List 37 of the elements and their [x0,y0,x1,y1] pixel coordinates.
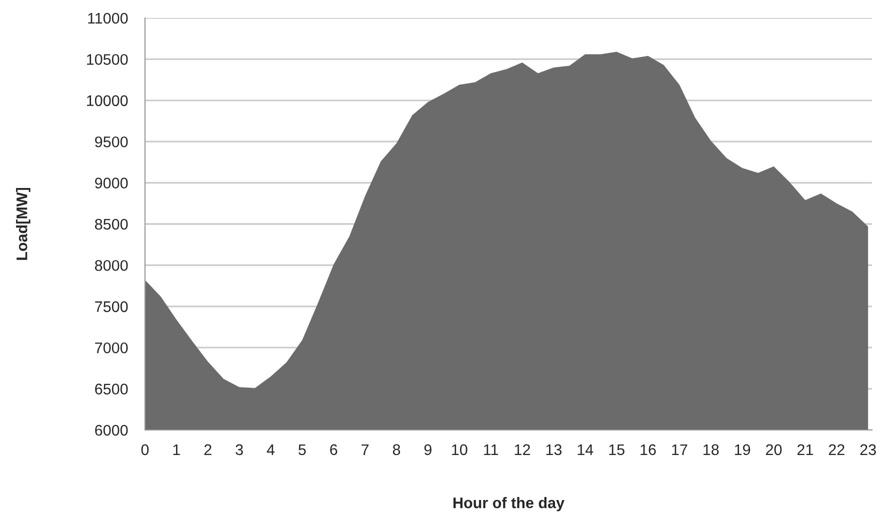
x-tick-label: 15 [609,444,624,456]
x-tick-label: 12 [514,444,530,455]
x-tick-label: 4 [266,444,275,455]
y-axis-title: Load[MW] [16,188,30,260]
x-tick-label: 0 [141,444,149,456]
x-tick-label: 11 [484,444,498,455]
y-tick-label: 7000 [95,342,128,354]
x-tick-label: 6 [330,444,338,456]
x-tick-label: 14 [578,444,594,455]
y-tick-label: 10000 [87,95,128,106]
y-tick-label: 11000 [88,12,128,24]
y-tick-label: 8000 [95,260,128,271]
x-tick-label: 3 [236,444,243,456]
y-tick-label: 9500 [95,136,128,148]
x-tick-label: 10 [452,444,468,456]
x-tick-label: 21 [797,444,813,455]
y-tick-label: 6000 [95,424,128,436]
x-tick-label: 13 [546,444,562,456]
x-tick-label: 8 [392,444,400,456]
y-tick-label: 6500 [95,384,128,394]
x-tick-label: 17 [672,444,688,455]
x-tick-label: 5 [298,444,306,456]
y-tick-label: 7500 [95,301,128,312]
x-tick-label: 19 [734,444,750,456]
x-tick-label: 7 [362,444,369,455]
x-tick-label: 1 [173,444,180,455]
x-axis-title: Hour of the day [454,497,564,512]
x-tick-label: 23 [860,444,876,456]
x-tick-label: 18 [704,444,719,456]
x-tick-label: 22 [828,444,844,455]
x-tick-label: 9 [424,444,432,456]
x-tick-label: 16 [640,444,656,456]
y-tick-label: 10500 [87,54,128,65]
y-tick-label: 9000 [95,178,128,188]
x-tick-label: 2 [204,444,212,455]
x-tick-label: 20 [766,444,782,456]
y-tick-label: 8500 [95,218,128,230]
